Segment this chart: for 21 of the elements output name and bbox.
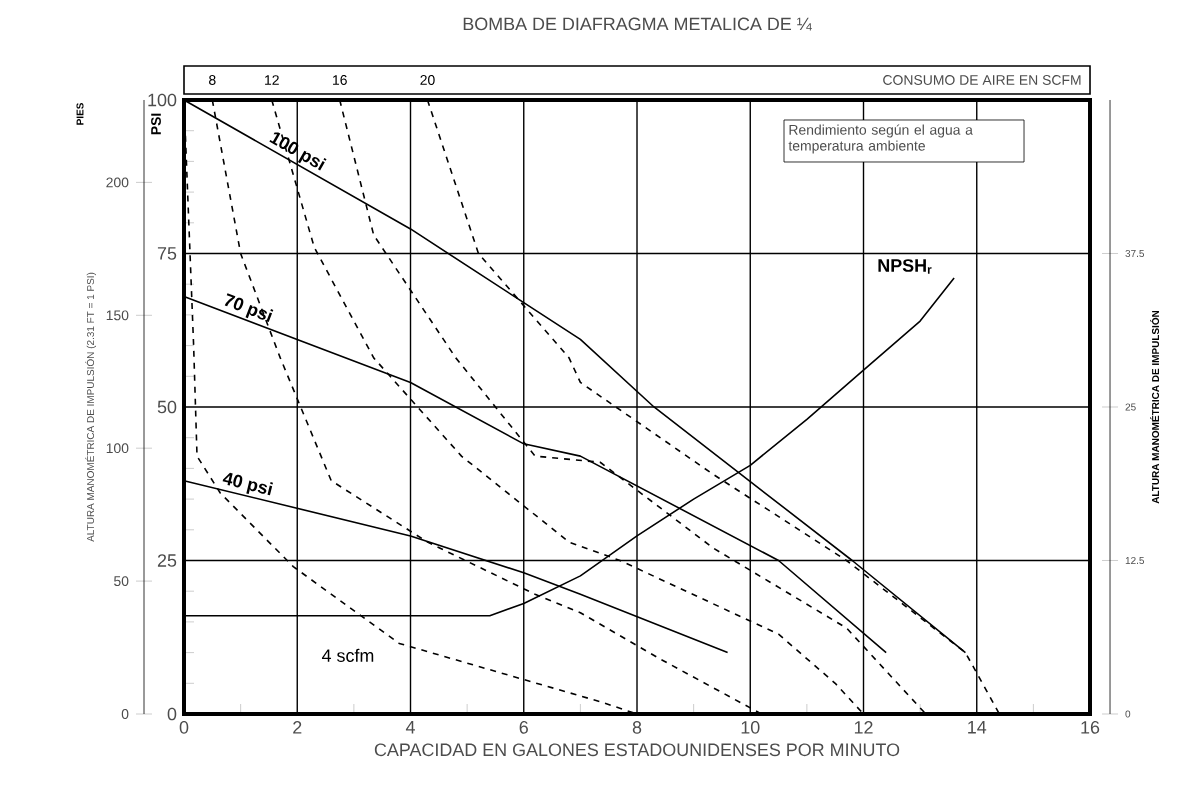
- x-tick-label: 0: [179, 721, 189, 734]
- text: 40 psi: [222, 472, 273, 496]
- x-tick-label: 4: [405, 721, 415, 734]
- y-tick-label: 50: [157, 400, 177, 414]
- series-label: 4 scfm: [321, 648, 374, 662]
- chart-title: BOMBA DE DIAFRAGMA METALICA DE ¼: [463, 17, 812, 31]
- x-tick-label: 16: [1081, 721, 1100, 734]
- y-tick-label: 25: [157, 554, 177, 567]
- text: 70 psi: [224, 293, 274, 323]
- text: 100 psi: [269, 132, 327, 171]
- y-tick-label: 0: [167, 707, 177, 721]
- series-label: NPSH$_{r}$: [878, 259, 932, 274]
- y-tick-label: 75: [157, 247, 177, 260]
- x-axis-title: CAPACIDAD EN GALONES ESTADOUNIDENSES POR MINUTO: [374, 743, 900, 757]
- x-tick-label: 12: [854, 721, 873, 734]
- x-tick-label: 2: [293, 721, 302, 734]
- y-tick-label: 100: [148, 93, 177, 107]
- x-tick-label: 14: [968, 721, 987, 734]
- x-tick-label: 10: [741, 721, 760, 734]
- x-tick-label: 8: [632, 721, 642, 734]
- x-tick-label: 6: [519, 721, 528, 734]
